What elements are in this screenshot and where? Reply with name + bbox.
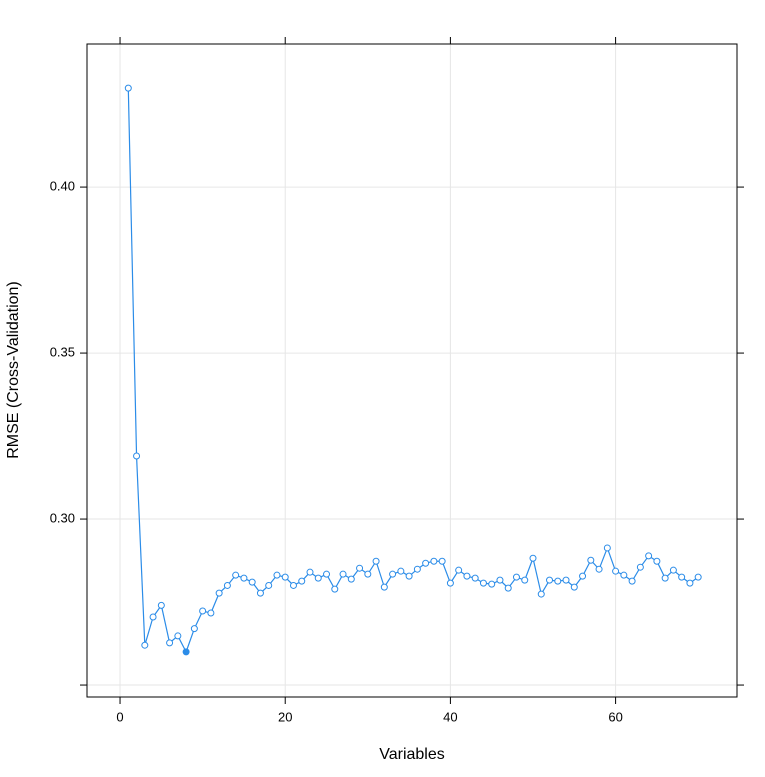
x-axis-title: Variables	[379, 746, 445, 763]
point	[141, 641, 149, 649]
point	[265, 581, 273, 589]
point	[471, 574, 479, 582]
plot-frame	[86, 43, 738, 698]
point	[273, 571, 281, 579]
point	[430, 557, 438, 565]
point	[215, 589, 223, 597]
x-tick-label: 60	[608, 709, 622, 724]
point	[504, 584, 512, 592]
point	[479, 579, 487, 587]
point	[546, 576, 554, 584]
series-line	[127, 88, 699, 654]
point	[570, 583, 578, 591]
point	[529, 554, 537, 562]
point	[422, 559, 430, 567]
point	[455, 566, 463, 574]
point	[603, 544, 611, 552]
point	[612, 567, 620, 575]
point	[331, 585, 339, 593]
point	[248, 578, 256, 586]
point	[397, 567, 405, 575]
point	[240, 574, 248, 582]
point	[562, 576, 570, 584]
point	[463, 572, 471, 580]
point	[289, 581, 297, 589]
y-axis-title: RMSE (Cross-Validation)	[5, 281, 22, 459]
point	[372, 557, 380, 565]
best-point	[182, 648, 190, 656]
point	[446, 579, 454, 587]
point	[496, 576, 504, 584]
point	[653, 557, 661, 565]
point	[620, 571, 628, 579]
point	[488, 580, 496, 588]
point	[678, 573, 686, 581]
point	[133, 452, 141, 460]
point	[380, 583, 388, 591]
point	[190, 625, 198, 633]
x-tick-label: 40	[443, 709, 457, 724]
y-tick-label: 0.40	[50, 179, 75, 194]
point	[645, 552, 653, 560]
point	[199, 607, 207, 615]
point	[661, 574, 669, 582]
point	[413, 565, 421, 573]
point	[537, 590, 545, 598]
point	[364, 570, 372, 578]
point	[174, 632, 182, 640]
point	[256, 589, 264, 597]
point	[347, 575, 355, 583]
point	[595, 565, 603, 573]
point	[339, 570, 347, 578]
y-tick-label: 0.35	[50, 345, 75, 360]
point	[314, 574, 322, 582]
point	[636, 563, 644, 571]
point	[686, 579, 694, 587]
point	[207, 609, 215, 617]
point	[694, 573, 702, 581]
point	[298, 577, 306, 585]
point	[306, 568, 314, 576]
point	[669, 566, 677, 574]
x-tick-label: 20	[278, 709, 292, 724]
point	[405, 572, 413, 580]
point	[323, 570, 331, 578]
y-tick-label: 0.30	[50, 510, 75, 525]
point	[124, 84, 132, 92]
point	[512, 573, 520, 581]
point	[166, 639, 174, 647]
point	[628, 577, 636, 585]
point	[356, 564, 364, 572]
point	[389, 570, 397, 578]
point	[587, 556, 595, 564]
point	[223, 581, 231, 589]
point	[157, 601, 165, 609]
point	[149, 613, 157, 621]
x-tick-label: 0	[116, 709, 123, 724]
point	[554, 577, 562, 585]
point	[232, 571, 240, 579]
point	[438, 557, 446, 565]
point	[521, 576, 529, 584]
point	[281, 573, 289, 581]
point	[579, 572, 587, 580]
